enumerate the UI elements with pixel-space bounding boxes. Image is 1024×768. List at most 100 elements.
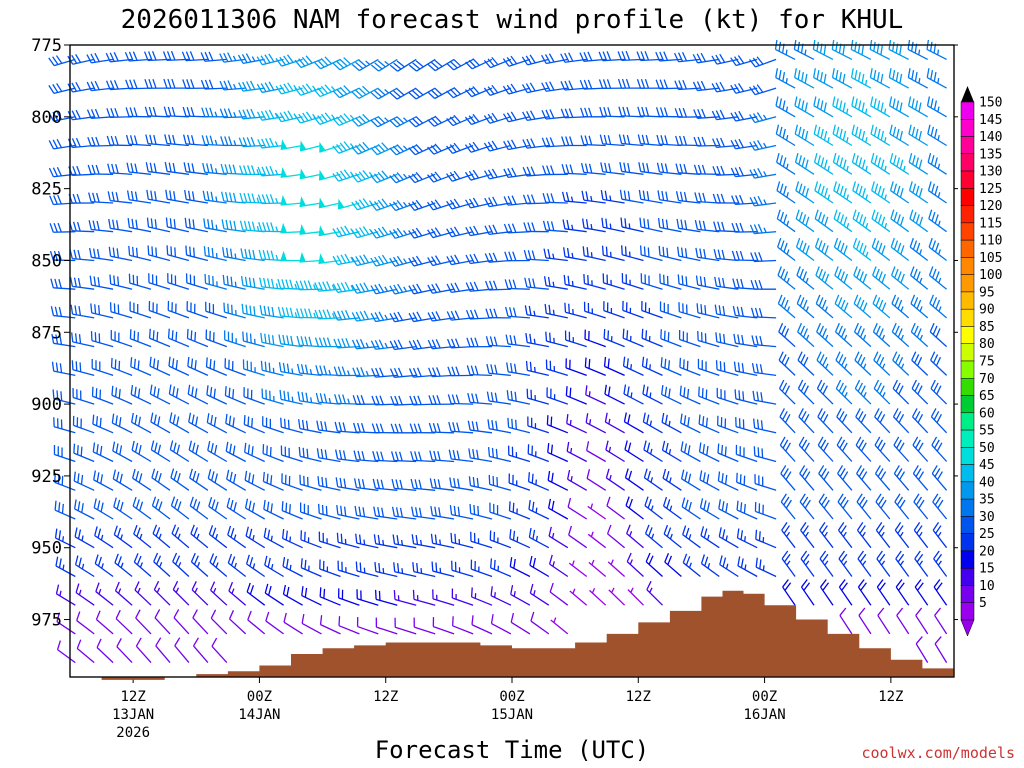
barb-full: [646, 163, 650, 173]
barb-full: [680, 469, 685, 479]
barb-full: [242, 81, 248, 91]
barb-full: [232, 164, 237, 174]
barb-full: [138, 473, 143, 483]
barb-full: [247, 444, 251, 455]
wind-barb: [794, 68, 815, 89]
wind-barb: [623, 412, 644, 434]
barb-full: [701, 136, 706, 147]
barb-full: [304, 587, 308, 598]
barb-full: [105, 52, 111, 63]
barb-full: [512, 251, 517, 261]
barb-full: [680, 413, 683, 424]
barb-full: [873, 379, 880, 389]
barb-full: [396, 227, 404, 237]
barb-full: [221, 191, 225, 202]
barb-full: [413, 395, 418, 405]
barb-full: [76, 445, 79, 455]
barb-full: [836, 155, 840, 165]
barb-full: [880, 102, 884, 112]
barb-full: [112, 247, 116, 258]
wind-barb: [393, 589, 417, 606]
barb-full: [753, 224, 759, 234]
barb-full: [858, 185, 863, 196]
wind-barb: [280, 250, 303, 262]
barb-full: [54, 306, 59, 317]
barb-half: [309, 369, 313, 375]
barb-full: [683, 192, 688, 202]
barb-full: [130, 357, 133, 367]
barb-full: [167, 300, 170, 311]
barb-full: [896, 468, 903, 477]
barb-full: [584, 163, 589, 173]
barb-half: [384, 117, 389, 122]
wind-barb: [295, 280, 322, 291]
barb-full: [541, 82, 547, 92]
barb-full: [133, 302, 135, 313]
barb-half: [289, 536, 292, 542]
barb-half: [572, 588, 576, 594]
wind-barb: [620, 217, 644, 233]
barb-full: [136, 555, 142, 565]
barb-full: [819, 550, 827, 560]
barb-full: [110, 135, 115, 146]
barb-full: [584, 357, 587, 368]
barb-full: [427, 284, 434, 294]
barb-full: [837, 465, 844, 474]
wind-barb: [87, 164, 114, 175]
barb-pennant: [299, 224, 306, 235]
barb-full: [838, 382, 844, 392]
barb-full: [664, 386, 668, 397]
wind-barbs: [48, 39, 948, 664]
barb-full: [129, 135, 134, 145]
barb-full: [911, 408, 918, 418]
wind-barb: [189, 496, 209, 520]
barb-full: [526, 388, 529, 399]
barb-full: [642, 162, 646, 173]
y-tick-label: 975: [31, 611, 62, 631]
barb-full: [529, 82, 536, 92]
wind-barb: [834, 266, 853, 290]
wind-barb: [91, 386, 114, 405]
barb-full: [149, 162, 153, 173]
barb-full: [359, 339, 365, 349]
wind-barb: [114, 553, 133, 578]
barb-full: [816, 351, 822, 361]
barb-full: [853, 322, 859, 333]
barb-full: [678, 302, 680, 312]
barb-full: [824, 273, 830, 284]
barb-half: [420, 539, 423, 546]
barb-full: [260, 55, 267, 65]
barb-full: [465, 254, 471, 264]
barb-full: [840, 496, 847, 506]
barb-half: [899, 560, 905, 566]
barb-full: [100, 502, 104, 512]
wind-barb: [506, 362, 531, 377]
barb-full: [304, 336, 309, 346]
barb-full: [351, 118, 359, 127]
barb-pennant: [319, 141, 326, 153]
barb-staff: [915, 615, 929, 635]
barb-full: [685, 304, 688, 314]
barb-half: [884, 194, 887, 200]
wind-barb: [95, 610, 114, 635]
barb-staff: [76, 648, 95, 664]
barb-full: [929, 294, 935, 304]
barb-full: [70, 304, 74, 315]
barb-full: [96, 472, 100, 482]
barb-full: [718, 277, 722, 287]
barb-full: [603, 356, 607, 367]
barb-full: [607, 107, 612, 117]
wind-barb: [256, 81, 284, 94]
barb-full: [449, 60, 458, 69]
barb-half: [725, 535, 728, 541]
barb-full: [373, 534, 377, 544]
barb-full: [915, 496, 923, 506]
barb-full: [318, 281, 324, 292]
barb-full: [286, 335, 290, 345]
barb-full: [165, 189, 168, 200]
barb-full: [781, 550, 789, 560]
wind-barb: [505, 306, 530, 319]
wind-barb: [486, 363, 511, 377]
barb-full: [530, 389, 533, 400]
barb-full: [93, 470, 96, 480]
